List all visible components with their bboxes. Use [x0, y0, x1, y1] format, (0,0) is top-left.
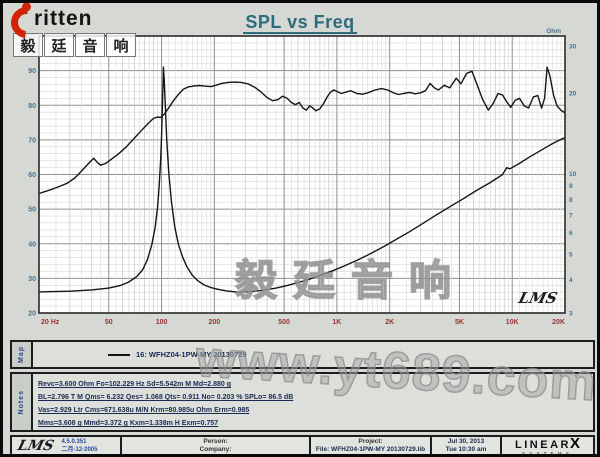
- svg-text:8: 8: [569, 197, 573, 204]
- svg-text:200: 200: [208, 319, 220, 326]
- project-label: Project:: [358, 437, 383, 445]
- report-date: Jul 30, 2013: [447, 437, 485, 445]
- svg-text:100: 100: [156, 319, 168, 326]
- svg-text:70: 70: [28, 137, 36, 144]
- note-line-parameters-1: Revc=3.600 Ohm Fo=102.229 Hz Sd=5.542m M…: [38, 381, 231, 388]
- notes-panel: Notes Revc=3.600 Ohm Fo=102.229 Hz Sd=5.…: [10, 372, 595, 432]
- svg-text:6: 6: [569, 230, 573, 237]
- svg-text:10: 10: [569, 171, 577, 178]
- svg-text:40: 40: [28, 241, 36, 248]
- status-cell-person: Person: Company:: [122, 437, 311, 454]
- legend-line-icon: [108, 353, 130, 356]
- linearx-systems-label: SYSTEMS: [522, 451, 573, 454]
- lms-logo: LMS: [16, 437, 56, 454]
- status-cell-version: LMS 4.5.0.351 二月-12-2005: [12, 437, 122, 454]
- brand-chinese-row: 毅 廷 音 响: [13, 33, 137, 57]
- person-label: Person:: [203, 437, 228, 445]
- notes-panel-label: Notes: [12, 374, 33, 430]
- svg-text:7: 7: [569, 212, 573, 219]
- svg-text:5K: 5K: [455, 319, 464, 326]
- svg-text:50: 50: [105, 319, 113, 326]
- map-panel-label: Map: [12, 342, 33, 367]
- svg-text:1K: 1K: [332, 319, 341, 326]
- svg-text:3: 3: [569, 311, 573, 318]
- svg-text:20K: 20K: [552, 319, 565, 326]
- status-cell-datetime: Jul 30, 2013 Tue 10:30 am: [432, 437, 502, 454]
- svg-text:9: 9: [569, 183, 573, 190]
- svg-text:60: 60: [28, 172, 36, 179]
- brand-cn-char: 响: [106, 33, 136, 57]
- status-cell-project: Project: File: WFHZ04-1PW-MY 20130729.li…: [311, 437, 432, 454]
- svg-text:90: 90: [28, 68, 36, 75]
- lms-script-logo: LMS: [516, 289, 560, 307]
- linearx-logo: LINEAR X: [515, 437, 580, 452]
- report-time: Tue 10:30 am: [445, 445, 487, 453]
- svg-text:50: 50: [28, 207, 36, 214]
- svg-text:500: 500: [278, 319, 290, 326]
- legend-entry: 16: WFHZ04-1PW-MY 20130729: [136, 350, 247, 359]
- note-line-parameters-2: BL=2.796 T M Qms= 6.232 Qes= 1.068 Qts= …: [38, 394, 294, 401]
- app-version-date: 二月-12-2005: [61, 446, 98, 453]
- svg-text:80: 80: [28, 103, 36, 110]
- map-legend: 16: WFHZ04-1PW-MY 20130729: [33, 342, 593, 367]
- notes-content: Revc=3.600 Ohm Fo=102.229 Hz Sd=5.542m M…: [33, 374, 593, 430]
- company-label: Company:: [199, 445, 232, 453]
- svg-text:20: 20: [569, 91, 577, 98]
- svg-text:30: 30: [569, 44, 577, 51]
- svg-text:5: 5: [569, 251, 573, 258]
- svg-text:4: 4: [569, 277, 573, 284]
- svg-text:20 Hz: 20 Hz: [41, 319, 60, 326]
- brand-cn-char: 音: [75, 33, 105, 57]
- brand-logo: ritten 毅 廷 音 响: [4, 3, 137, 57]
- svg-text:2K: 2K: [385, 319, 394, 326]
- note-line-parameters-4: Mms=3.608 g Mmd=3.372 g Kxm=1.338m H Exm…: [38, 420, 219, 427]
- brand-cn-char: 廷: [44, 33, 74, 57]
- spl-impedance-chart: 20 30 40 50 60 70 80 90 100 Ohm 30 20 10 9 8 7 6 5 4 3 20 Hz…: [24, 28, 577, 326]
- app-version: 4.5.0.351: [61, 438, 87, 445]
- status-cell-linearx: LINEAR X SYSTEMS: [502, 437, 593, 454]
- map-panel: Map 16: WFHZ04-1PW-MY 20130729: [10, 340, 595, 369]
- svg-text:30: 30: [28, 276, 36, 283]
- svg-text:10K: 10K: [506, 319, 519, 326]
- svg-text:Ohm: Ohm: [546, 28, 561, 35]
- file-name: File: WFHZ04-1PW-MY 20130729.lib: [315, 445, 426, 453]
- brand-name: ritten: [34, 7, 93, 30]
- status-bar: LMS 4.5.0.351 二月-12-2005 Person: Company…: [10, 435, 595, 454]
- note-line-parameters-3: Vas=2.929 Ltr Cms=671.638u M/N Krm=80.98…: [38, 407, 250, 414]
- svg-text:20: 20: [28, 311, 36, 318]
